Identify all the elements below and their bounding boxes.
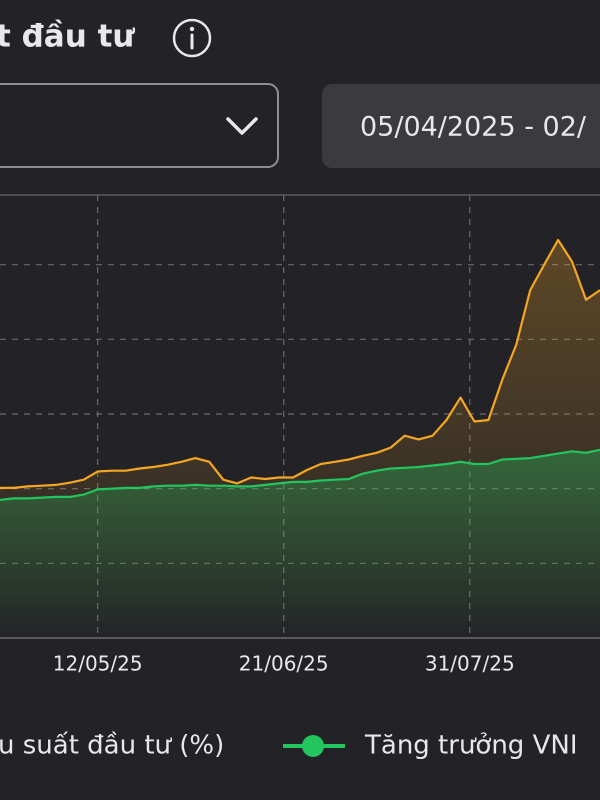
- legend-marker: [302, 735, 324, 757]
- legend-label: u suất đầu tư (%): [0, 731, 224, 761]
- legend-label: Tăng trưởng VNI: [364, 731, 577, 761]
- date-picker[interactable]: 05/04/2025 - 02/: [322, 84, 600, 168]
- legend: u suất đầu tư (%) Tăng trưởng VNI: [0, 731, 577, 761]
- plot: [0, 195, 600, 638]
- dropdown[interactable]: [0, 83, 279, 168]
- x-tick-label: 21/06/25: [239, 652, 329, 676]
- date-range: 05/04/2025 - 02/: [360, 112, 587, 143]
- series-area: [0, 449, 600, 638]
- info-button[interactable]: [172, 18, 212, 58]
- title: t đầu tư: [0, 19, 135, 55]
- series-line: [0, 238, 600, 489]
- x-tick-label: 31/07/25: [425, 652, 515, 676]
- series-line: [0, 448, 600, 501]
- x-tick-label: 12/05/25: [53, 652, 143, 676]
